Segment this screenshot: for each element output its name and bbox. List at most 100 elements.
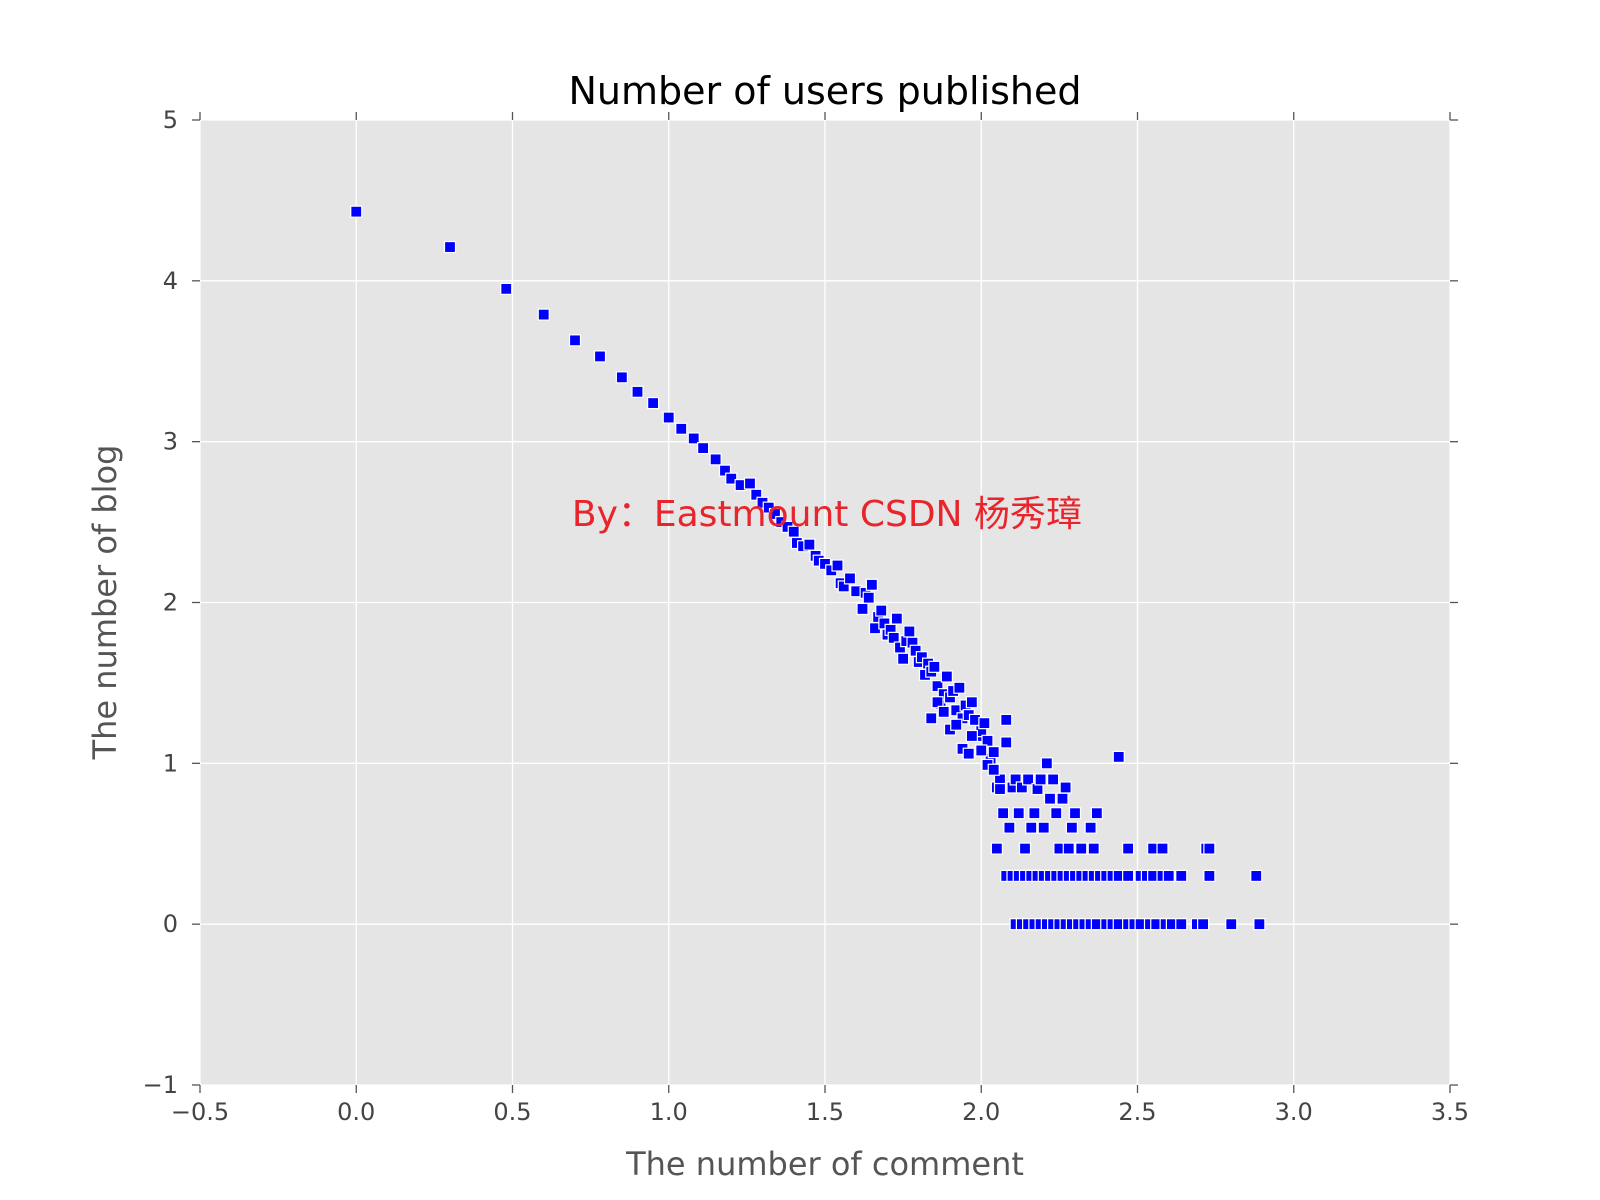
- x-tick-label: 3.5: [1431, 1098, 1469, 1126]
- data-point: [953, 681, 966, 694]
- data-point: [1022, 773, 1035, 786]
- data-point: [1037, 821, 1050, 834]
- data-point: [925, 712, 938, 725]
- y-tick-label: −1: [143, 1071, 178, 1099]
- data-point: [887, 631, 900, 644]
- data-point: [1075, 842, 1088, 855]
- data-point: [865, 578, 878, 591]
- y-tick-label: 3: [163, 428, 178, 456]
- x-tick-label: 2.0: [962, 1098, 1000, 1126]
- data-point: [1065, 821, 1078, 834]
- data-point: [997, 807, 1010, 820]
- data-point: [1112, 750, 1125, 764]
- data-point: [965, 729, 978, 743]
- data-point: [965, 696, 978, 709]
- data-point: [687, 432, 700, 445]
- data-point: [931, 680, 944, 693]
- y-tick-label: 2: [163, 589, 178, 617]
- x-tick-label: 2.5: [1118, 1098, 1156, 1126]
- x-tick-label: 0.5: [493, 1098, 531, 1126]
- data-point: [1059, 781, 1072, 794]
- data-point: [1225, 918, 1238, 931]
- data-point: [1028, 807, 1041, 820]
- data-point: [818, 557, 832, 571]
- data-point: [1003, 821, 1016, 834]
- y-tick-label: 0: [163, 910, 178, 938]
- data-point: [697, 442, 710, 455]
- data-point: [1047, 773, 1060, 786]
- data-point: [1250, 869, 1263, 883]
- data-point: [1025, 821, 1038, 834]
- watermark-annotation: By：Eastmount CSDN 杨秀璋: [572, 494, 1082, 535]
- data-point: [768, 507, 782, 521]
- data-point: [890, 612, 903, 625]
- data-point: [350, 205, 363, 218]
- data-point: [1050, 807, 1063, 820]
- data-point: [1084, 821, 1097, 834]
- data-point: [1043, 792, 1057, 805]
- data-point: [593, 350, 607, 363]
- data-point: [443, 240, 457, 254]
- data-point: [1015, 781, 1028, 794]
- y-axis-label: The number of blog: [86, 445, 124, 761]
- data-point: [1122, 842, 1135, 855]
- data-point: [709, 453, 722, 466]
- x-tick-label: −0.5: [171, 1098, 229, 1126]
- data-point: [1162, 869, 1175, 883]
- data-point: [1197, 918, 1210, 931]
- data-point: [762, 501, 775, 514]
- data-point: [743, 477, 757, 490]
- data-point: [831, 559, 844, 572]
- data-point: [950, 718, 963, 731]
- data-point: [1012, 807, 1025, 820]
- data-point: [978, 717, 991, 730]
- data-points: [350, 205, 1266, 931]
- data-point: [1090, 807, 1103, 820]
- data-point: [1253, 918, 1266, 931]
- y-tick-label: 5: [163, 106, 178, 134]
- axis-ticks: [192, 112, 1458, 1093]
- data-point: [990, 842, 1003, 855]
- data-point: [1087, 842, 1100, 855]
- data-point: [1203, 869, 1216, 883]
- x-tick-label: 1.5: [806, 1098, 844, 1126]
- data-point: [1000, 713, 1013, 727]
- data-point: [843, 572, 857, 585]
- data-point: [931, 696, 944, 709]
- chart-title: Number of users published: [568, 69, 1081, 113]
- data-point: [718, 464, 732, 477]
- data-point: [897, 652, 910, 665]
- data-point: [1175, 918, 1188, 931]
- data-point: [962, 747, 975, 760]
- data-point: [500, 282, 513, 295]
- data-point: [1040, 757, 1053, 770]
- data-point: [993, 782, 1007, 796]
- data-point: [662, 411, 675, 424]
- x-tick-labels: −0.5 0.0 0.5 1.0 1.5 2.0 2.5 3.0 3.5: [171, 1098, 1469, 1126]
- data-point: [1156, 842, 1169, 855]
- data-point: [903, 625, 916, 638]
- data-point: [937, 705, 950, 718]
- data-point: [631, 385, 644, 398]
- x-axis-label: The number of comment: [625, 1145, 1024, 1183]
- data-point: [1203, 842, 1216, 855]
- data-point: [837, 580, 850, 593]
- data-point: [940, 670, 953, 683]
- data-point: [1018, 842, 1032, 855]
- data-point: [981, 734, 994, 747]
- data-point: [647, 396, 660, 410]
- x-tick-label: 3.0: [1275, 1098, 1313, 1126]
- data-point: [1122, 869, 1135, 883]
- x-tick-label: 1.0: [650, 1098, 688, 1126]
- data-point: [1062, 842, 1075, 855]
- data-point: [1068, 807, 1082, 820]
- data-point: [675, 422, 688, 435]
- data-point: [803, 538, 816, 551]
- data-point: [915, 651, 928, 664]
- data-point: [1034, 773, 1047, 786]
- data-point: [875, 604, 888, 617]
- data-point: [568, 334, 582, 347]
- data-point: [1175, 869, 1188, 883]
- data-point: [537, 308, 550, 321]
